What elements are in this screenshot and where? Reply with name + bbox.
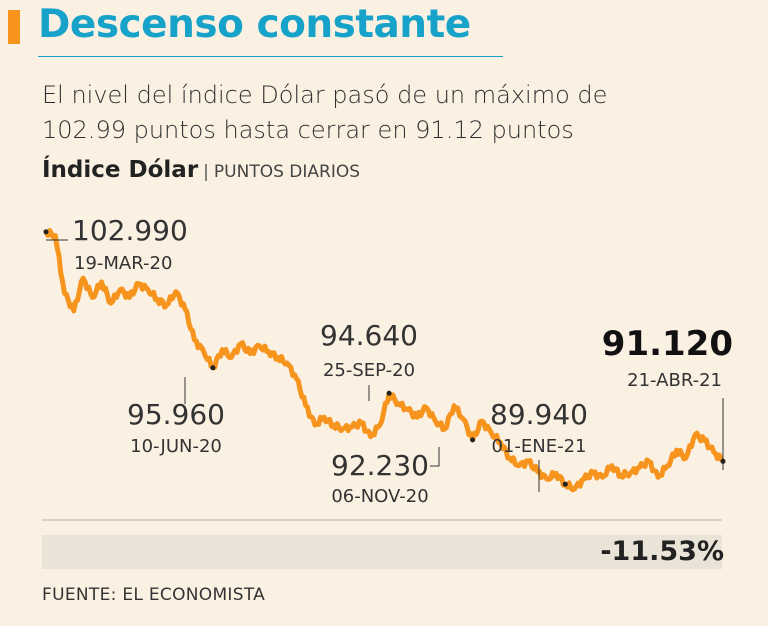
chart-name: Índice Dólar <box>42 157 199 183</box>
chart-unit-label: PUNTOS DIARIOS <box>213 162 361 182</box>
title-underline <box>38 56 503 57</box>
series-line-indice-dolar <box>43 228 726 493</box>
annotation-value-label: 94.640 <box>320 319 418 352</box>
annotation-date-label: 06-NOV-20 <box>331 486 428 507</box>
annotation-point <box>470 437 476 443</box>
annotation-point <box>720 458 726 464</box>
source-note: FUENTE: EL ECONOMISTA <box>42 585 266 605</box>
subtitle: El nivel del índice Dólar pasó de un máx… <box>42 81 608 144</box>
annotation-value-label: 89.940 <box>490 398 588 431</box>
change-bar <box>42 535 722 569</box>
annotation-date-label: 21-ABR-21 <box>627 370 722 391</box>
annotation-point <box>210 365 216 371</box>
annotation-date-label: 10-JUN-20 <box>130 436 222 457</box>
annotation-point <box>43 229 49 235</box>
annotation-date-label: 25-SEP-20 <box>323 360 415 381</box>
percent-change: -11.53% <box>600 536 724 567</box>
annotation-value-label: 102.990 <box>72 214 188 247</box>
annotation-date-label: 19-MAR-20 <box>74 253 172 274</box>
annotation-date-label: 01-ENE-21 <box>491 436 586 457</box>
chart-header: Índice Dólar | PUNTOS DIARIOS <box>42 157 360 183</box>
page-title: Descenso constante <box>38 2 471 47</box>
title-accent-bar <box>8 10 20 44</box>
annotation-leader <box>430 447 440 467</box>
annotation-point <box>386 390 392 396</box>
annotation-value-label: 95.960 <box>127 398 225 431</box>
annotation-point <box>562 481 568 487</box>
chart-header-separator: | <box>203 162 209 182</box>
annotation-value-label: 92.230 <box>331 449 429 482</box>
last-value-label: 91.120 <box>602 324 733 364</box>
